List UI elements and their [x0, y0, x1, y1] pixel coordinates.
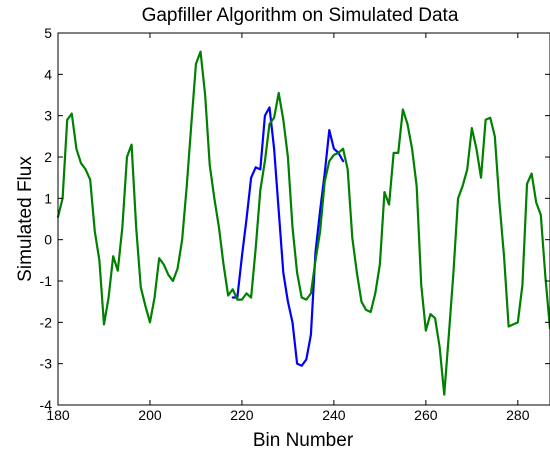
x-tick-label: 280: [506, 407, 530, 423]
y-tick-label: 5: [44, 25, 52, 41]
chart-title: Gapfiller Algorithm on Simulated Data: [142, 5, 459, 26]
y-tick-label: 1: [44, 190, 52, 206]
y-tick-label: 2: [44, 149, 52, 165]
x-tick-label: 200: [138, 407, 162, 423]
y-tick-label: -2: [40, 314, 53, 330]
x-tick-label: 220: [230, 407, 254, 423]
x-axis-label: Bin Number: [253, 430, 354, 451]
y-tick-label: -3: [40, 356, 53, 372]
y-tick-label: 0: [44, 232, 52, 248]
x-tick-label: 260: [414, 407, 438, 423]
y-tick-label: 4: [44, 66, 52, 82]
x-tick-label: 240: [322, 407, 346, 423]
y-tick-label: -1: [40, 273, 53, 289]
y-axis-label: Simulated Flux: [15, 156, 36, 282]
y-tick-label: -4: [40, 397, 53, 413]
y-tick-label: 3: [44, 108, 52, 124]
